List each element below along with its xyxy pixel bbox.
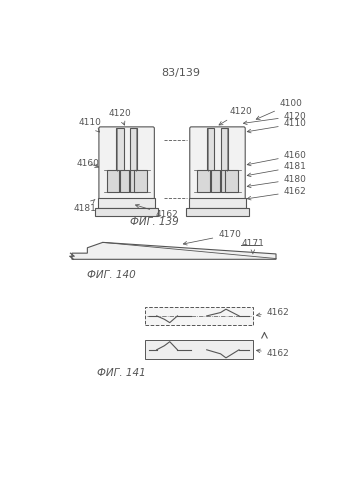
- Text: 4110: 4110: [78, 118, 101, 132]
- Bar: [145, 340, 253, 359]
- Text: ФИГ. 141: ФИГ. 141: [97, 368, 146, 378]
- Bar: [95, 209, 158, 216]
- Bar: [107, 170, 119, 192]
- Text: 4120: 4120: [108, 108, 131, 125]
- Text: 4160: 4160: [247, 151, 307, 166]
- Text: 4170: 4170: [183, 230, 241, 245]
- Text: 4100: 4100: [256, 99, 303, 119]
- Text: 4162: 4162: [257, 349, 289, 358]
- Text: 4110: 4110: [247, 119, 307, 133]
- Text: 4162: 4162: [136, 204, 178, 219]
- Text: 83/139: 83/139: [161, 68, 200, 78]
- Text: ФИГ. 139: ФИГ. 139: [130, 217, 179, 227]
- Bar: [120, 170, 129, 192]
- Bar: [98, 198, 155, 209]
- Bar: [207, 128, 214, 171]
- Text: ФИГ. 140: ФИГ. 140: [87, 270, 136, 280]
- Text: 4180: 4180: [247, 175, 307, 188]
- Text: 4120: 4120: [219, 107, 252, 125]
- Bar: [197, 170, 210, 192]
- Bar: [130, 128, 137, 171]
- Bar: [145, 307, 253, 325]
- Bar: [189, 198, 246, 209]
- Text: 4160: 4160: [77, 159, 100, 168]
- Bar: [221, 170, 229, 192]
- Bar: [134, 170, 146, 192]
- FancyBboxPatch shape: [190, 127, 245, 199]
- Bar: [225, 170, 238, 192]
- Polygon shape: [72, 243, 276, 259]
- Text: 4181: 4181: [247, 162, 307, 177]
- Bar: [186, 209, 249, 216]
- Text: 4120: 4120: [244, 112, 306, 125]
- Text: 4162: 4162: [247, 187, 306, 200]
- Bar: [221, 128, 228, 171]
- Text: 4171: 4171: [241, 240, 264, 254]
- Text: 4181: 4181: [74, 199, 96, 213]
- Bar: [211, 170, 220, 192]
- Text: 4162: 4162: [257, 307, 289, 316]
- FancyBboxPatch shape: [99, 127, 154, 199]
- Bar: [116, 128, 124, 171]
- Bar: [130, 170, 138, 192]
